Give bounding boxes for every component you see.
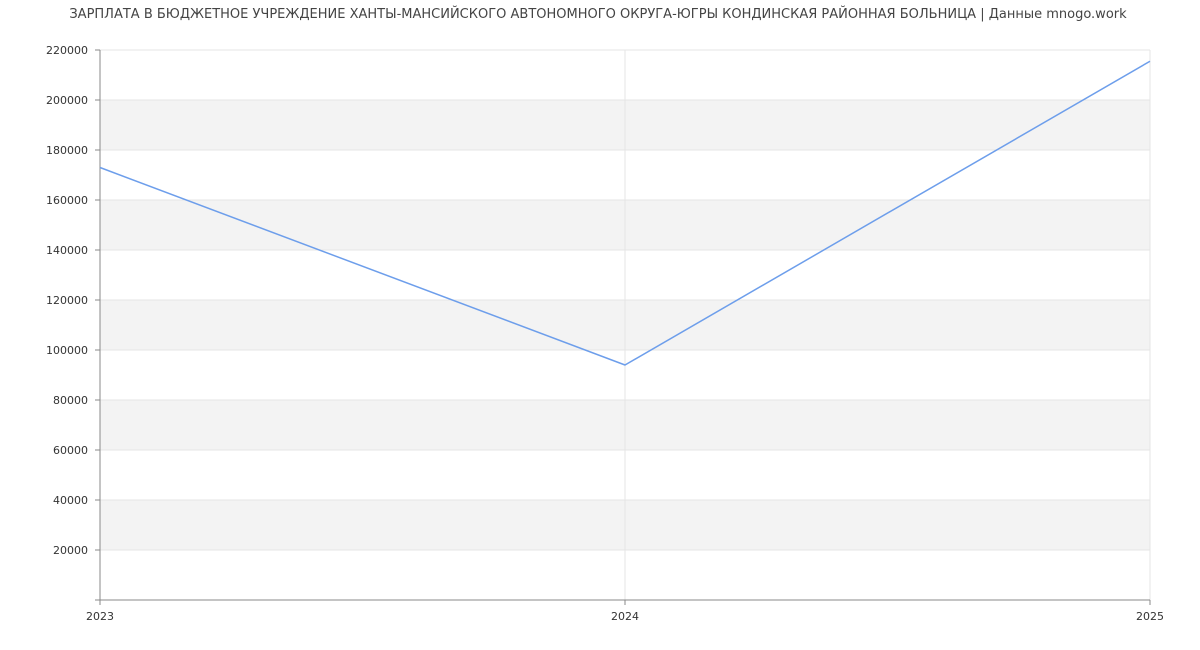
y-tick-label: 180000 [46, 144, 88, 157]
y-tick-label: 40000 [53, 494, 88, 507]
y-tick-label: 200000 [46, 94, 88, 107]
chart-title: ЗАРПЛАТА В БЮДЖЕТНОЕ УЧРЕЖДЕНИЕ ХАНТЫ-МА… [69, 6, 1127, 22]
x-tick-label: 2024 [611, 610, 639, 623]
y-tick-label: 140000 [46, 244, 88, 257]
x-tick-label: 2023 [86, 610, 114, 623]
y-tick-label: 20000 [53, 544, 88, 557]
series-group [99, 60, 1151, 366]
x-tick-labels: 2023 2024 2025 [86, 610, 1164, 623]
y-tick-label: 220000 [46, 44, 88, 57]
y-tick-label: 60000 [53, 444, 88, 457]
gridlines [100, 49, 1151, 600]
series-line [99, 60, 1151, 366]
y-tick-labels: 20000 40000 60000 80000 100000 120000 140000 16… [46, 44, 88, 557]
x-tick-label: 2025 [1136, 610, 1164, 623]
y-tick-label: 80000 [53, 394, 88, 407]
y-tick-label: 120000 [46, 294, 88, 307]
y-tick-label: 160000 [46, 194, 88, 207]
y-tick-label: 100000 [46, 344, 88, 357]
axes [95, 49, 1151, 605]
